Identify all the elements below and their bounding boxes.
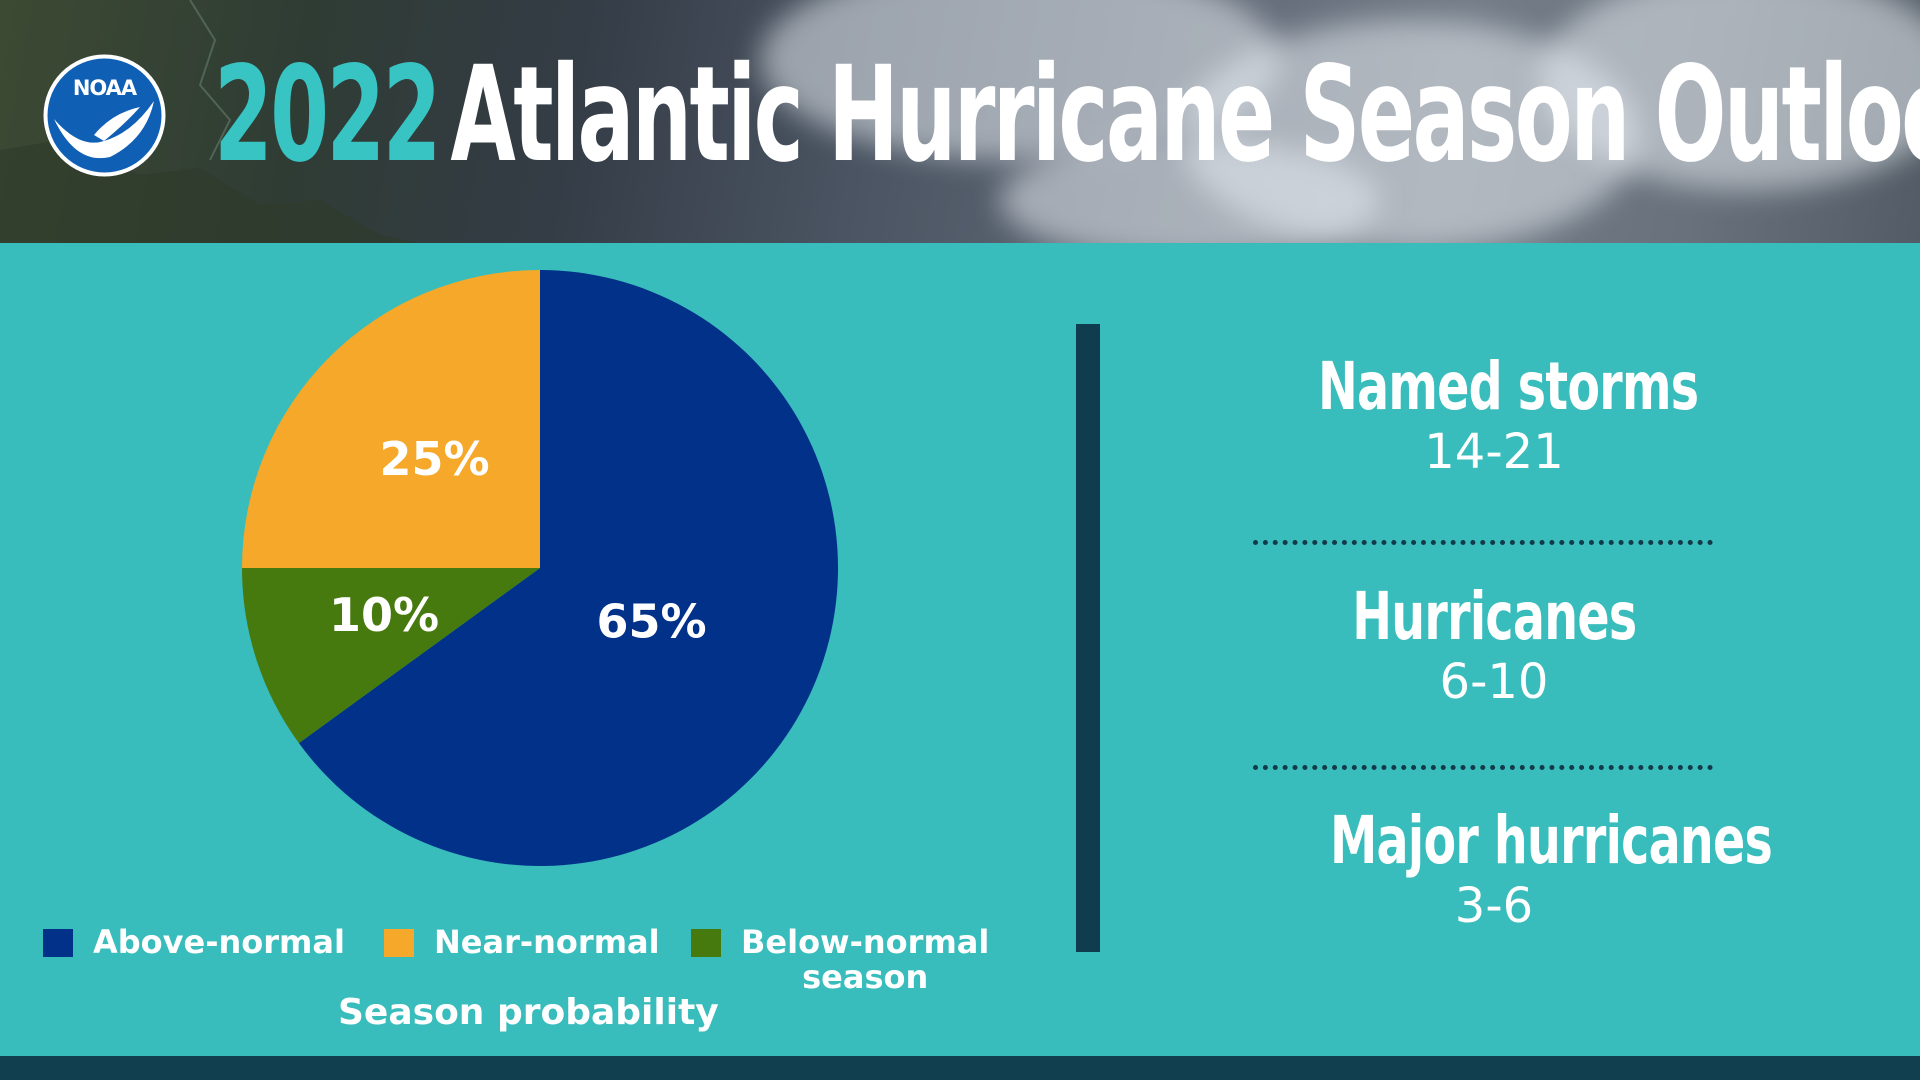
legend-swatch-near-normal [384,929,414,957]
title-text: Atlantic Hurricane Season Outlook [450,38,1920,192]
legend-label-below-normal-line1: Below-normal [741,923,990,961]
stat-label: Named storms [1317,348,1699,425]
dotted-separator [1253,765,1713,770]
stat-value: 6-10 [1439,654,1549,710]
legend-label-above-normal: Above-normal [93,923,345,961]
cloud-texture [1540,0,1920,190]
noaa-logo: NOAA [43,54,166,177]
header-banner: NOAA 2022Atlantic Hurricane Season Outlo… [0,0,1920,243]
legend-label-below-normal: Below-normal season [741,925,989,995]
cloud-texture [1000,140,1380,243]
stat-label: Major hurricanes [1329,802,1773,879]
pie-label-above-normal: 65% [596,594,706,648]
legend-swatch-below-normal [691,929,721,957]
vertical-divider [1076,324,1100,952]
title-year: 2022 [214,38,441,192]
stat-hurricanes: Hurricanes 6-10 [1244,582,1744,712]
pie-label-below-normal-season: 10% [329,588,439,642]
legend-label-near-normal: Near-normal [434,923,660,961]
dotted-separator [1253,540,1713,545]
stat-value: 14-21 [1424,424,1564,480]
footer-bar [0,1056,1920,1080]
svg-text:NOAA: NOAA [73,76,138,100]
pie-slice-above-normal [298,270,838,866]
legend-item-near-normal: Near-normal [384,925,660,960]
stat-label: Hurricanes [1351,578,1637,655]
legend-swatch-above-normal [43,929,73,957]
probability-pie-chart: 65% 10% 25% [242,270,838,866]
pie-slice-below-normal-season [242,568,540,744]
pie-slice-near-normal [242,270,540,568]
stat-named-storms: Named storms 14-21 [1244,352,1744,482]
legend-item-below-normal: Below-normal season [691,925,989,995]
legend-item-above-normal: Above-normal [43,925,345,960]
chart-title: Season probability [338,992,719,1033]
page-title: 2022Atlantic Hurricane Season Outlook [214,40,1920,190]
legend-label-below-normal-line2: season [802,958,929,996]
pie-label-near-normal: 25% [380,432,490,486]
stat-major-hurricanes: Major hurricanes 3-6 [1244,806,1773,936]
stat-value: 3-6 [1454,878,1534,934]
